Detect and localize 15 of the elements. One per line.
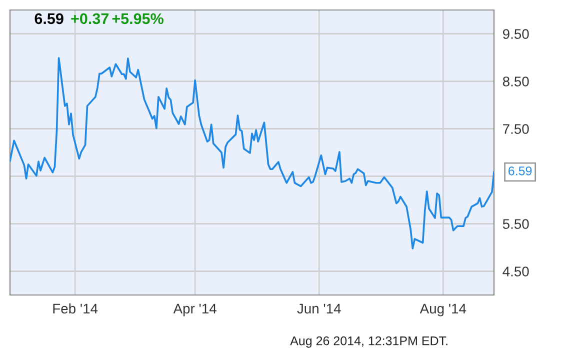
x-tick-label: Feb '14 [53, 303, 98, 314]
annotation: 6.59 [508, 166, 532, 176]
x-tick-label: Aug '14 [420, 304, 466, 316]
y-tick-label: 9.50 [502, 29, 529, 39]
x-tick-label: Jun '14 [297, 304, 341, 314]
line-series [10, 57, 494, 250]
x-tick-label: Apr '14 [173, 304, 216, 316]
y-tick-label: 4.50 [502, 266, 529, 276]
y-tick-label: 7.50 [503, 124, 529, 134]
y-tick-label: 5.50 [502, 219, 529, 229]
annotation: +5.95% [112, 13, 164, 24]
y-tick-label: 8.50 [502, 76, 529, 86]
chart-title: 6.59 [34, 13, 64, 24]
annotation: +0.37 [71, 13, 108, 24]
text: Aug 26 2014, 12:31PM EDT. [290, 336, 448, 348]
